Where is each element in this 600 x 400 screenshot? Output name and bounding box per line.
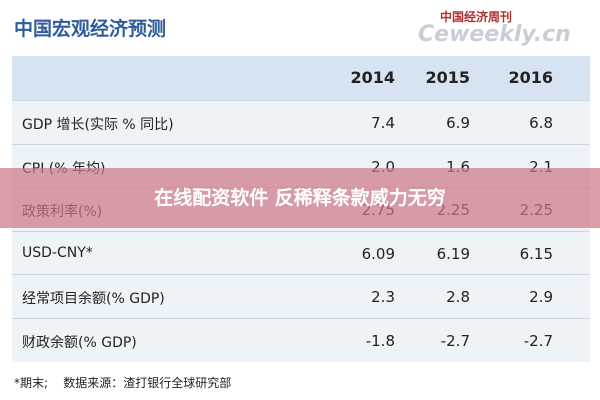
cell: 2.9 bbox=[529, 288, 553, 307]
cell: -2.7 bbox=[440, 332, 470, 350]
table-row: 经常项目余额(% GDP) 2.3 2.8 2.9 bbox=[12, 274, 590, 318]
row-label: 经常项目余额(% GDP) bbox=[22, 291, 165, 308]
cell: 6.15 bbox=[519, 244, 553, 263]
banner: 在线配资软件 反稀释条款威力无穷 bbox=[0, 168, 600, 228]
cell: 6.9 bbox=[446, 114, 470, 132]
table-row: USD-CNY* 6.09 6.19 6.15 bbox=[12, 230, 590, 275]
row-label: USD-CNY* bbox=[22, 244, 93, 261]
table-header: 2014 2015 2016 bbox=[12, 56, 590, 100]
cell: 6.09 bbox=[361, 244, 395, 263]
cell: -1.8 bbox=[365, 332, 395, 350]
row-label: 财政余额(% GDP) bbox=[22, 335, 137, 351]
logo-cn: 中国经济周刊 bbox=[440, 10, 513, 24]
cell: 7.4 bbox=[371, 114, 395, 132]
header-cell: 2016 bbox=[508, 68, 553, 87]
title: 中国宏观经济预测 bbox=[14, 18, 167, 40]
table-row: GDP 增长(实际 % 同比) 7.4 6.9 6.8 bbox=[12, 100, 590, 144]
logo-en: Ceweekly.cn bbox=[418, 22, 571, 47]
cell: 2.8 bbox=[446, 288, 470, 307]
header-cell: 2015 bbox=[425, 68, 470, 87]
header-cell: 2014 bbox=[350, 68, 395, 87]
row-label: GDP 增长(实际 % 同比) bbox=[22, 117, 174, 133]
cell: 6.8 bbox=[529, 114, 553, 132]
cell: 6.19 bbox=[436, 244, 470, 263]
footnote: *期末; 数据来源：渣打银行全球研究部 bbox=[14, 376, 232, 390]
cell: -2.7 bbox=[523, 332, 553, 350]
table-row: 财政余额(% GDP) -1.8 -2.7 -2.7 bbox=[12, 318, 590, 362]
cell: 2.3 bbox=[371, 288, 395, 307]
